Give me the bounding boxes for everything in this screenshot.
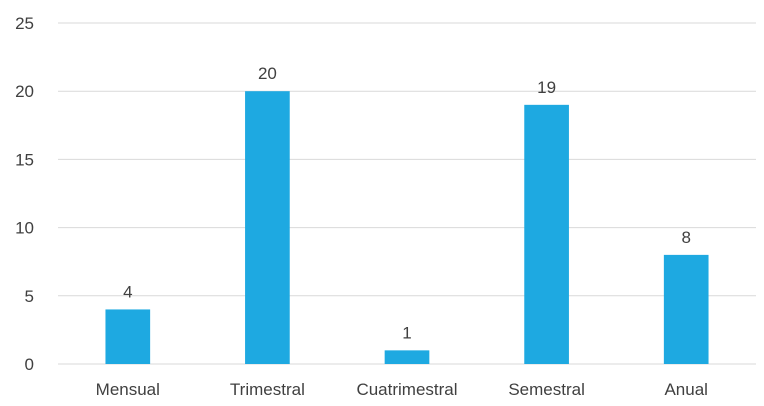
y-tick-label: 15 bbox=[15, 150, 34, 169]
data-label-anual: 8 bbox=[681, 228, 690, 247]
data-label-cuatrimestral: 1 bbox=[402, 323, 411, 342]
y-tick-label: 10 bbox=[15, 219, 34, 238]
x-tick-label-anual: Anual bbox=[664, 380, 707, 399]
x-tick-label-trimestral: Trimestral bbox=[230, 380, 305, 399]
data-label-mensual: 4 bbox=[123, 282, 132, 301]
x-tick-label-mensual: Mensual bbox=[96, 380, 160, 399]
bars bbox=[105, 91, 709, 364]
bar-cuatrimestral bbox=[384, 350, 430, 364]
x-tick-label-cuatrimestral: Cuatrimestral bbox=[356, 380, 457, 399]
y-tick-label: 20 bbox=[15, 82, 34, 101]
data-label-trimestral: 20 bbox=[258, 64, 277, 83]
y-tick-label: 5 bbox=[25, 287, 34, 306]
data-labels: 4 20 1 19 8 bbox=[123, 64, 691, 342]
data-label-semestral: 19 bbox=[537, 78, 556, 97]
y-tick-label: 0 bbox=[25, 355, 34, 374]
x-tick-label-semestral: Semestral bbox=[508, 380, 585, 399]
y-tick-label: 25 bbox=[15, 14, 34, 33]
gridlines bbox=[58, 22, 756, 365]
bar-anual bbox=[663, 254, 709, 364]
bar-trimestral bbox=[245, 91, 290, 364]
x-axis-category-labels: Mensual Trimestral Cuatrimestral Semestral A… bbox=[96, 380, 708, 399]
bar-semestral bbox=[524, 104, 569, 364]
y-axis-tick-labels: 0 5 10 15 20 25 bbox=[15, 14, 34, 374]
bar-mensual bbox=[105, 309, 151, 364]
